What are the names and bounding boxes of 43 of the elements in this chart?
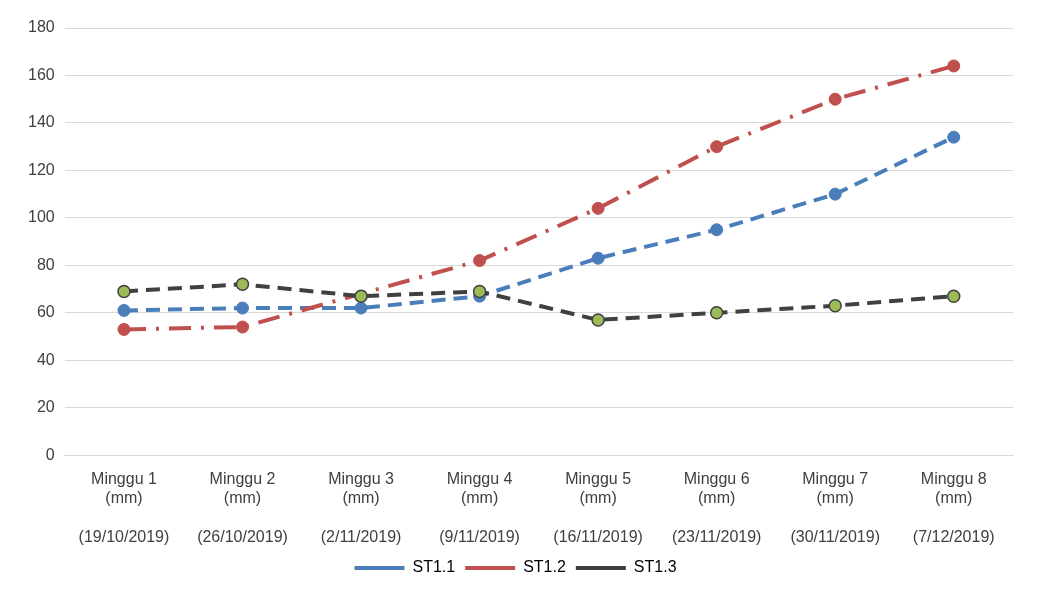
category-label: Minggu 4 (mm) (9/11/2019) — [439, 470, 520, 545]
point — [354, 301, 368, 315]
category-label: Minggu 2 (mm) (26/10/2019) — [197, 470, 288, 545]
category-label: Minggu 7 (mm) (30/11/2019) — [790, 470, 880, 545]
point — [947, 130, 961, 144]
category-label: Minggu 8 (mm) (7/12/2019) — [912, 470, 995, 545]
y-tick-label: 0 — [45, 445, 55, 463]
point — [236, 301, 249, 315]
point — [828, 92, 842, 106]
point — [591, 201, 605, 215]
point — [236, 320, 249, 334]
y-tick-label: 60 — [36, 303, 55, 321]
category-label: Minggu 6 (mm) (23/11/2019) — [671, 470, 762, 545]
legend-label: ST1.2 — [523, 558, 566, 576]
point — [117, 322, 131, 336]
y-tick-label: 140 — [27, 113, 55, 131]
category-label: Minggu 1 (mm) (19/10/2019) — [78, 470, 170, 545]
point — [828, 187, 842, 201]
point — [591, 313, 605, 327]
y-tick-label: 40 — [36, 350, 55, 368]
point — [709, 306, 724, 320]
point — [117, 303, 131, 317]
point — [354, 289, 368, 303]
point — [473, 254, 487, 268]
category-label: Minggu 5 (mm) (16/11/2019) — [553, 470, 643, 545]
point — [591, 251, 605, 265]
point — [828, 298, 842, 313]
y-tick-label: 80 — [36, 255, 55, 273]
legend-label: ST1.1 — [412, 558, 456, 576]
y-tick-label: 20 — [36, 398, 55, 416]
point — [946, 289, 961, 303]
point — [472, 284, 487, 299]
point — [710, 223, 724, 237]
y-tick-label: 120 — [27, 160, 55, 178]
category-label: Minggu 3 (mm) (2/11/2019) — [320, 470, 402, 545]
point — [117, 284, 131, 299]
legend-label: ST1.3 — [633, 558, 677, 576]
point — [710, 140, 724, 154]
y-tick-label: 160 — [27, 65, 55, 83]
y-tick-label: 100 — [27, 208, 55, 226]
point — [947, 59, 961, 73]
y-tick-label: 180 — [27, 18, 55, 36]
point — [235, 277, 250, 292]
